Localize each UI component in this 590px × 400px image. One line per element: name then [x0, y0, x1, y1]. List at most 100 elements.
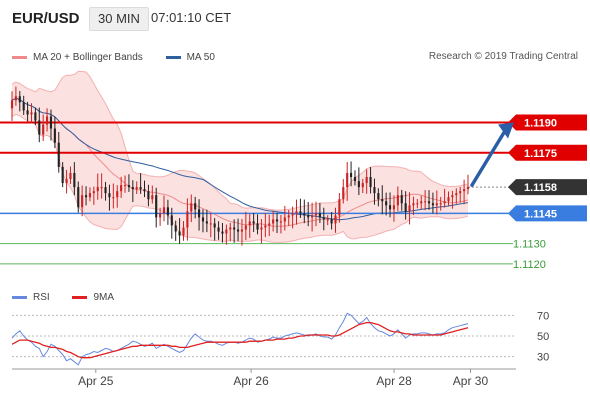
rsi-tick-label-2: 70	[537, 310, 549, 322]
candle-body	[92, 191, 95, 194]
forecast-arrow-head	[498, 122, 514, 139]
candle-body	[139, 187, 142, 190]
copyright-label: Research © 2019 Trading Central	[428, 51, 578, 62]
bollinger-band-area	[12, 71, 468, 243]
candle-body	[369, 177, 372, 188]
legend-label-rsi: RSI	[33, 292, 50, 303]
level-tag-0: 1.1190	[508, 114, 587, 131]
candle-body	[170, 215, 173, 226]
candle-body	[283, 217, 286, 222]
candle-body	[435, 203, 438, 206]
rsi-series-line-1	[11, 321, 469, 359]
candle-body	[108, 193, 111, 198]
candle-body	[307, 215, 310, 218]
interval-selector[interactable]: 30 MIN	[89, 7, 149, 31]
level-tag-shape-0	[508, 114, 587, 131]
clock-label: 07:01:10 CET	[151, 10, 232, 25]
candle-body	[264, 225, 267, 228]
last-price-label: 1.1158	[524, 182, 557, 194]
candle-body	[459, 191, 462, 194]
candle-body	[303, 213, 306, 216]
candle-body	[65, 179, 68, 184]
candle-body	[396, 195, 399, 206]
candle-body	[120, 185, 123, 192]
candle-body	[342, 187, 345, 200]
candle-body	[431, 203, 434, 206]
candle-body	[365, 177, 368, 184]
legend-item-9ma: 9MA	[72, 292, 114, 303]
candle-body	[427, 201, 431, 204]
candle-body	[466, 187, 470, 190]
forecast-arrow-line	[470, 130, 506, 187]
candle-body	[147, 191, 150, 200]
candle-body	[314, 213, 318, 216]
candle-body	[131, 187, 134, 190]
candle-body	[69, 172, 72, 180]
candle-body	[388, 205, 392, 210]
candle-body	[447, 197, 450, 202]
legend-item-bollinger: MA 20 + Bollinger Bands	[12, 52, 143, 63]
candle-body	[439, 203, 442, 205]
bollinger-upper-line	[11, 70, 469, 211]
level-tag-shape-1	[508, 144, 587, 161]
symbol-label[interactable]: EUR/USD	[12, 10, 80, 27]
candle-body	[104, 187, 107, 194]
candle-body	[252, 221, 255, 224]
rsi-legend: RSI 9MA	[12, 291, 134, 303]
candle-body	[412, 203, 415, 206]
9ma-swatch-icon	[72, 296, 88, 299]
candle-body	[404, 203, 407, 212]
candle-body	[53, 128, 56, 143]
candle-body	[322, 217, 325, 220]
candle-body	[357, 181, 360, 188]
candle-body	[229, 227, 232, 230]
candle-body	[260, 227, 263, 230]
candle-body	[416, 203, 419, 205]
candle-body	[225, 229, 228, 234]
candle-body	[373, 187, 376, 194]
candle-body	[151, 195, 154, 200]
candle-body	[424, 201, 427, 203]
x-tick-label-0: Apr 25	[78, 374, 114, 388]
candle-body	[275, 219, 279, 222]
candle-body	[100, 187, 103, 189]
level-label-3: 1.1130	[513, 239, 546, 251]
candle-body	[381, 199, 384, 202]
candle-body	[217, 227, 220, 232]
x-tick-label-2: Apr 28	[376, 374, 412, 388]
candle-body	[353, 177, 357, 182]
candle-body	[287, 215, 290, 218]
legend-label-ma50: MA 50	[186, 52, 215, 63]
x-tick-label-3: Apr 30	[453, 374, 489, 388]
candle-body	[299, 211, 302, 214]
candle-body	[201, 217, 205, 222]
candle-body	[155, 195, 158, 218]
ma50-swatch-icon	[165, 56, 181, 59]
candle-body	[127, 185, 130, 188]
candles	[10, 86, 470, 246]
legend-item-ma50: MA 50	[165, 52, 215, 63]
candle-body	[236, 229, 240, 232]
candle-body	[233, 227, 236, 230]
candle-body	[123, 185, 127, 187]
candle-body	[400, 195, 403, 204]
candle-body	[182, 227, 185, 236]
candle-body	[451, 195, 454, 198]
level-tag-2: 1.1145	[508, 205, 587, 222]
candle-body	[248, 221, 251, 226]
candle-body	[256, 223, 259, 230]
candle-body	[73, 172, 76, 188]
candle-body	[455, 193, 458, 196]
bollinger-lower-line	[11, 113, 469, 243]
candle-body	[268, 223, 271, 226]
candle-body	[61, 166, 64, 184]
candle-body	[350, 172, 353, 178]
candle-body	[385, 201, 388, 206]
candle-body	[330, 219, 333, 224]
candle-body	[77, 187, 80, 208]
candle-body	[377, 193, 380, 200]
candle-body	[318, 213, 321, 218]
rsi-swatch-icon	[12, 296, 27, 299]
candle-body	[42, 124, 45, 135]
